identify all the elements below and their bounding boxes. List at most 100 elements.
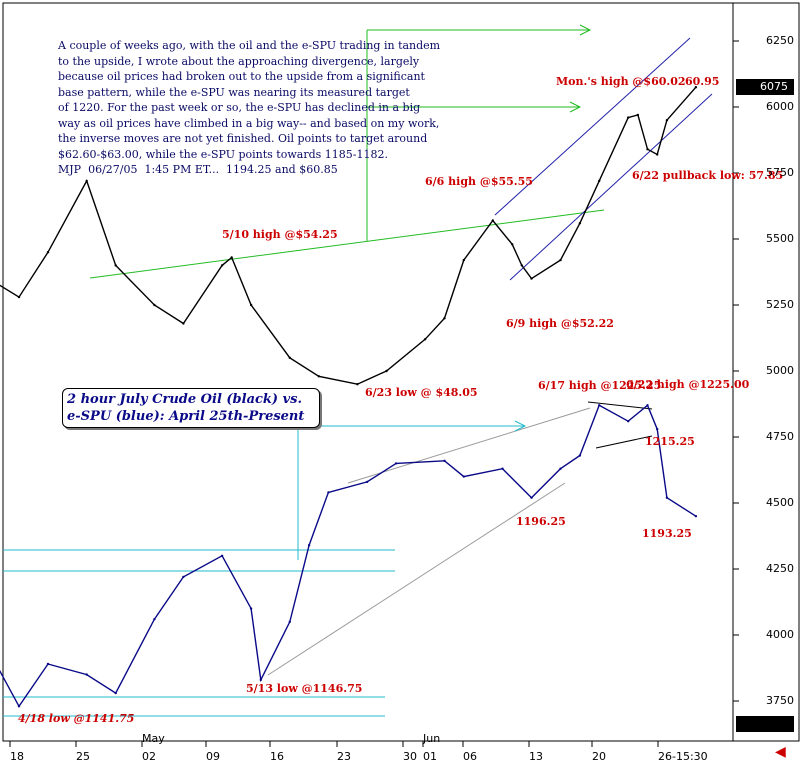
series-0-point bbox=[646, 148, 649, 151]
price-tick-label: 4500 bbox=[766, 496, 794, 509]
time-tick-label: 30 bbox=[403, 750, 417, 763]
series-1-point bbox=[85, 673, 88, 676]
series-1-point bbox=[559, 467, 562, 470]
time-tick-label: 13 bbox=[529, 750, 543, 763]
time-tick-label: 06 bbox=[463, 750, 477, 763]
price-tick-label: 6000 bbox=[766, 100, 794, 113]
spu-bottom-line bbox=[595, 435, 653, 449]
series-0-point bbox=[385, 369, 388, 373]
series-0-point bbox=[627, 116, 630, 119]
oil-jun6-high-label: 6/6 high @$55.55 bbox=[425, 175, 533, 188]
series-0-point bbox=[114, 264, 117, 267]
series-0-point bbox=[220, 264, 224, 267]
spu-jun17-high-label: 6/17 high @1225.25 bbox=[538, 379, 662, 392]
oil-channel-lower bbox=[509, 93, 713, 281]
series-1-point bbox=[394, 462, 398, 465]
time-tick-label: 20 bbox=[592, 750, 606, 763]
series-1-point bbox=[656, 427, 659, 431]
time-tick-label: 09 bbox=[206, 750, 220, 763]
oil-channel-upper bbox=[494, 37, 691, 216]
spu-top-line bbox=[587, 401, 653, 410]
price-tick-label: 5750 bbox=[766, 166, 794, 179]
series-1-point bbox=[665, 496, 669, 499]
trend-lines bbox=[3, 24, 713, 717]
oil-monday-high-label: Mon.'s high @$60.02 bbox=[556, 75, 686, 88]
series-0-point bbox=[356, 383, 359, 386]
series-0-point bbox=[423, 338, 427, 341]
commentary-text: A couple of weeks ago, with the oil and … bbox=[58, 39, 441, 176]
time-tick-label: 02 bbox=[142, 750, 156, 763]
series-1-point bbox=[578, 454, 582, 457]
series-line-1 bbox=[0, 404, 697, 708]
series-0-point bbox=[530, 277, 533, 280]
series-1-point bbox=[46, 662, 50, 666]
time-tick-label: 26-15:30 bbox=[658, 750, 708, 763]
series-1-point bbox=[627, 420, 630, 423]
series-0-point bbox=[182, 322, 185, 325]
spu-apr18-low-label: 4/18 low @1141.75 bbox=[18, 712, 135, 725]
price-tick-label: 4750 bbox=[766, 430, 794, 443]
series-1-point bbox=[17, 705, 21, 708]
series-1-point bbox=[646, 404, 649, 407]
series-0-point bbox=[559, 258, 562, 262]
series-0-point bbox=[520, 264, 523, 267]
price-tick-label: 4000 bbox=[766, 628, 794, 641]
series-0-point bbox=[230, 256, 233, 259]
series-0-point bbox=[598, 179, 601, 183]
time-tick-label: 18 bbox=[10, 750, 24, 763]
series-1-point bbox=[249, 607, 253, 610]
current-price-marker: 6075 bbox=[736, 79, 794, 95]
price-tick-label: 5500 bbox=[766, 232, 794, 245]
series-1-point bbox=[307, 544, 311, 547]
series-0-point bbox=[636, 113, 640, 117]
spu-may13-low-label: 5/13 low @1146.75 bbox=[246, 682, 363, 695]
series-1-point bbox=[288, 620, 291, 623]
time-tick-label: 16 bbox=[270, 750, 284, 763]
oil-low-label: 6/23 low @ $48.05 bbox=[365, 386, 478, 399]
series-1-point bbox=[259, 678, 262, 682]
scroll-left-arrow-icon[interactable]: ◀ bbox=[775, 744, 786, 760]
spu-wedge-upper bbox=[347, 407, 591, 484]
series-0-point bbox=[288, 356, 291, 359]
series-0-point bbox=[511, 243, 514, 246]
chart-caption: 2 hour July Crude Oil (black) vs. e-SPU … bbox=[62, 388, 320, 428]
series-0-point bbox=[46, 251, 50, 254]
spu-1193-label: 1193.25 bbox=[642, 527, 692, 540]
series-0-point bbox=[694, 86, 698, 89]
oil-may10-high-label: 5/10 high @$54.25 bbox=[222, 228, 338, 241]
series-1-point bbox=[220, 554, 224, 557]
series-layer bbox=[0, 86, 698, 708]
time-tick-label: 25 bbox=[76, 750, 90, 763]
series-0-point bbox=[665, 119, 669, 122]
series-1-point bbox=[694, 515, 698, 518]
arrow-head bbox=[514, 420, 527, 432]
oil-jun22-pullback-label: 6/22 pullback low: 57.85 bbox=[632, 169, 784, 182]
series-0-point bbox=[578, 222, 582, 225]
series-0-point bbox=[249, 303, 253, 307]
axis-marker-box bbox=[736, 716, 794, 732]
price-tick-label: 6250 bbox=[766, 34, 794, 47]
series-0-point bbox=[85, 179, 88, 183]
series-1-point bbox=[327, 491, 330, 494]
spu-wedge-lower bbox=[267, 482, 566, 676]
series-0-point bbox=[491, 219, 494, 222]
oil-neckline bbox=[89, 209, 605, 279]
series-0-point bbox=[656, 153, 659, 156]
series-line-0 bbox=[0, 86, 697, 385]
price-tick-label: 5000 bbox=[766, 364, 794, 377]
series-1-point bbox=[462, 475, 465, 478]
month-label: May bbox=[142, 732, 165, 745]
series-0-point bbox=[443, 317, 446, 320]
time-tick-label: 01 bbox=[423, 750, 437, 763]
series-1-point bbox=[365, 480, 369, 484]
time-tick-label: 23 bbox=[337, 750, 351, 763]
series-1-point bbox=[182, 575, 185, 579]
arrow-head bbox=[569, 101, 582, 113]
spu-1215-label: 1215.25 bbox=[645, 435, 695, 448]
price-tick-label: 4250 bbox=[766, 562, 794, 575]
spu-jun22-high-label: 6/22 high @1225.00 bbox=[626, 378, 750, 391]
series-0-point bbox=[17, 295, 21, 299]
tick-marks bbox=[9, 40, 739, 747]
